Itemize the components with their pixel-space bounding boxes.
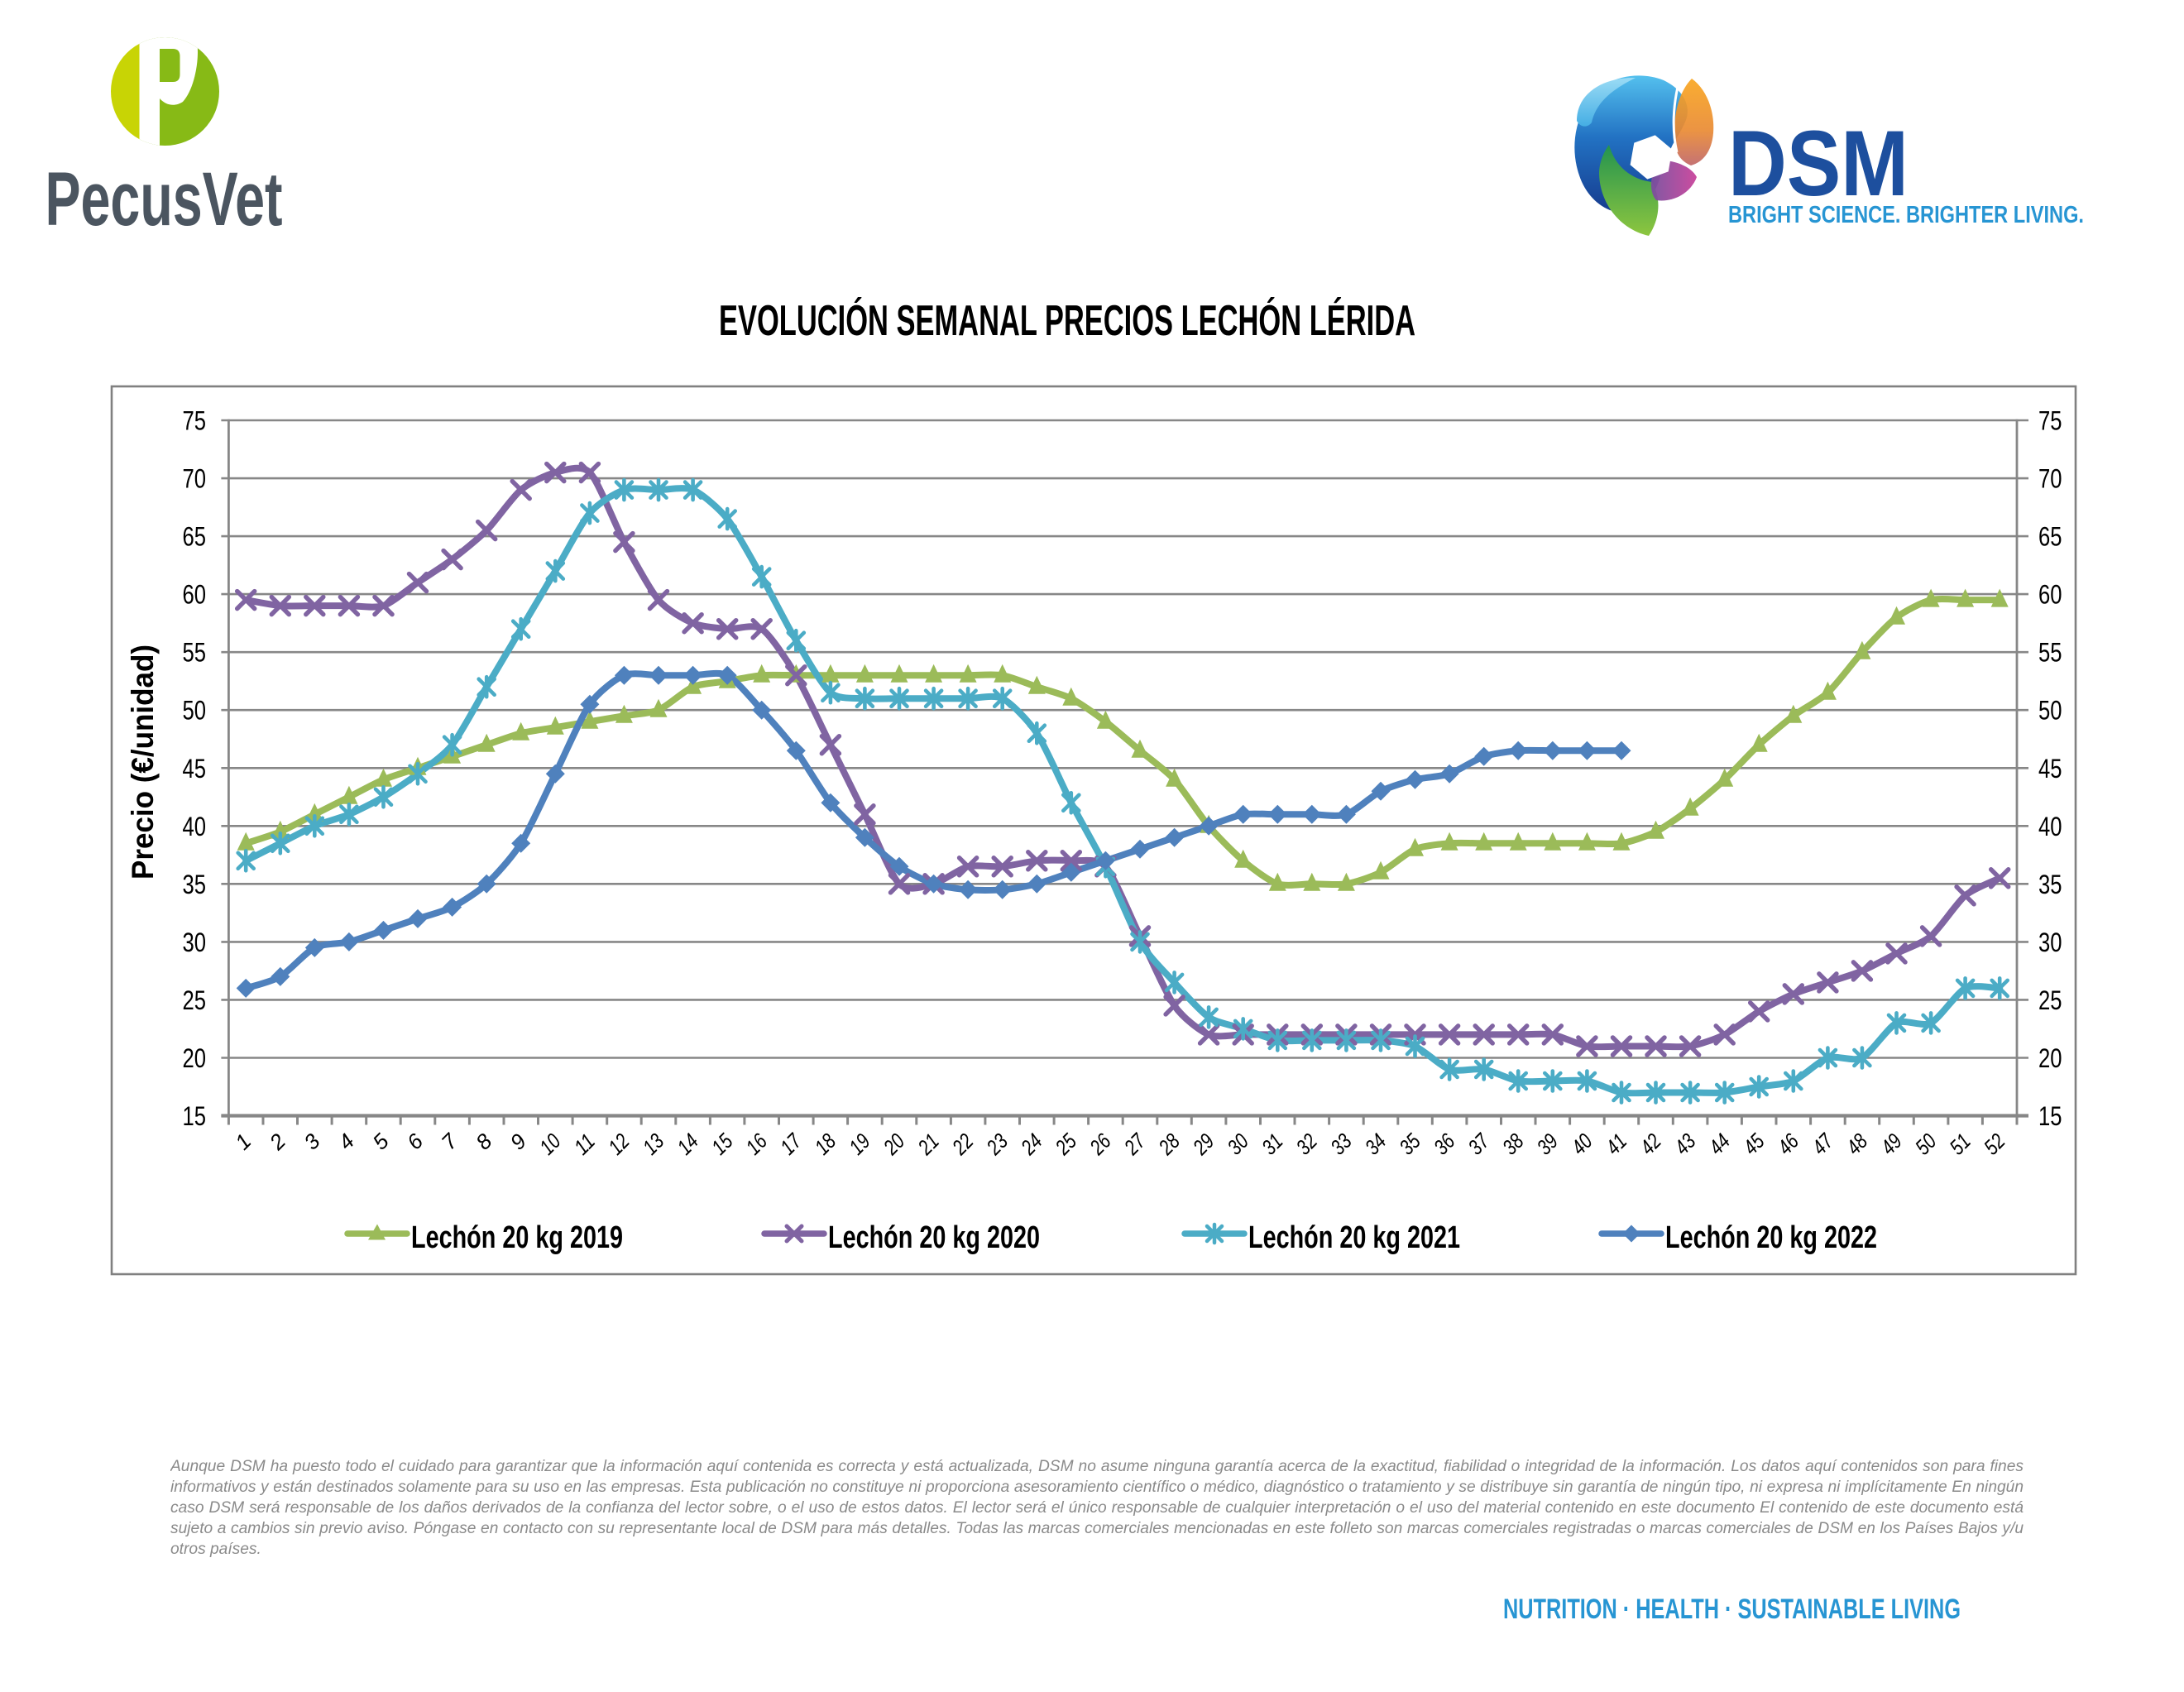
svg-text:65: 65 — [2038, 522, 2062, 552]
svg-text:Lechón 20 kg 2021: Lechón 20 kg 2021 — [1248, 1220, 1460, 1255]
svg-text:25: 25 — [183, 985, 207, 1015]
svg-text:65: 65 — [183, 522, 207, 552]
svg-text:70: 70 — [2038, 464, 2062, 494]
svg-text:30: 30 — [2038, 927, 2062, 957]
svg-text:75: 75 — [2038, 406, 2062, 436]
svg-text:Lechón 20 kg 2020: Lechón 20 kg 2020 — [828, 1220, 1040, 1255]
svg-text:40: 40 — [2038, 812, 2062, 841]
svg-text:35: 35 — [183, 870, 207, 899]
svg-text:55: 55 — [183, 638, 207, 668]
svg-text:EVOLUCIÓN SEMANAL PRECIOS LECH: EVOLUCIÓN SEMANAL PRECIOS LECHÓN LÉRIDA — [719, 297, 1415, 345]
svg-text:15: 15 — [2038, 1101, 2062, 1131]
svg-text:60: 60 — [2038, 580, 2062, 610]
svg-text:30: 30 — [183, 927, 207, 957]
svg-text:Lechón 20 kg 2019: Lechón 20 kg 2019 — [411, 1220, 623, 1255]
svg-text:40: 40 — [183, 812, 207, 841]
svg-text:25: 25 — [2038, 985, 2062, 1015]
svg-text:75: 75 — [183, 406, 207, 436]
svg-text:55: 55 — [2038, 638, 2062, 668]
svg-text:NUTRITION · HEALTH · SUSTAINAB: NUTRITION · HEALTH · SUSTAINABLE LIVING — [1503, 1594, 1961, 1625]
svg-text:Lechón 20 kg 2022: Lechón 20 kg 2022 — [1665, 1220, 1877, 1255]
svg-text:45: 45 — [183, 754, 207, 784]
svg-text:PecusVet: PecusVet — [46, 157, 283, 242]
svg-text:15: 15 — [183, 1101, 207, 1131]
svg-text:20: 20 — [2038, 1043, 2062, 1073]
svg-text:50: 50 — [2038, 696, 2062, 726]
svg-text:35: 35 — [2038, 870, 2062, 899]
svg-text:70: 70 — [183, 464, 207, 494]
svg-text:20: 20 — [183, 1043, 207, 1073]
svg-text:50: 50 — [183, 696, 207, 726]
svg-text:DSM: DSM — [1728, 112, 1909, 215]
svg-text:Precio (€/unidad): Precio (€/unidad) — [126, 645, 160, 880]
svg-text:60: 60 — [183, 580, 207, 610]
svg-text:45: 45 — [2038, 754, 2062, 784]
svg-text:BRIGHT SCIENCE. BRIGHTER LIVIN: BRIGHT SCIENCE. BRIGHTER LIVING. — [1728, 202, 2084, 228]
